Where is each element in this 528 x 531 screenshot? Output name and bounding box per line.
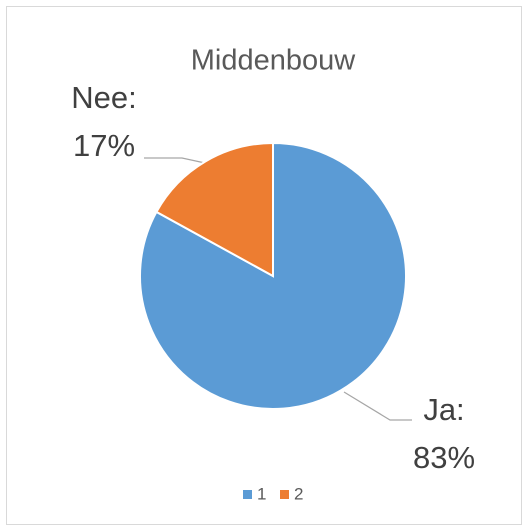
data-label-category: Nee: xyxy=(71,80,136,115)
leader-line xyxy=(343,391,412,421)
data-label-value: 83% xyxy=(413,440,475,475)
pie-slice xyxy=(155,141,274,278)
leader-line xyxy=(144,157,206,164)
data-label-value: 17% xyxy=(73,128,135,163)
data-label-category: Ja: xyxy=(423,392,464,427)
legend-swatch xyxy=(243,490,252,499)
chart-title: Middenbouw xyxy=(191,45,356,77)
legend-swatch xyxy=(280,490,289,499)
legend-label: 2 xyxy=(294,484,303,503)
legend-label: 1 xyxy=(257,484,266,503)
